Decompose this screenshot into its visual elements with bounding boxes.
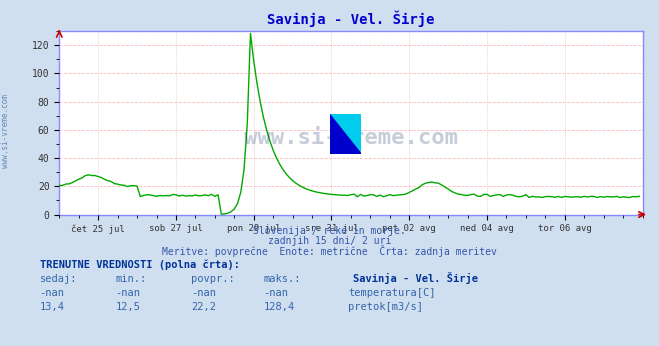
Text: povpr.:: povpr.: [191, 274, 235, 284]
Text: maks.:: maks.: [264, 274, 301, 284]
Text: 22,2: 22,2 [191, 302, 216, 312]
Text: -nan: -nan [264, 288, 289, 298]
Text: zadnjih 15 dni/ 2 uri: zadnjih 15 dni/ 2 uri [268, 236, 391, 246]
Title: Savinja - Vel. Širje: Savinja - Vel. Širje [267, 11, 435, 27]
Text: www.si-vreme.com: www.si-vreme.com [1, 94, 10, 169]
Text: -nan: -nan [191, 288, 216, 298]
Text: 128,4: 128,4 [264, 302, 295, 312]
Text: TRENUTNE VREDNOSTI (polna črta):: TRENUTNE VREDNOSTI (polna črta): [40, 260, 239, 270]
Text: www.si-vreme.com: www.si-vreme.com [244, 127, 458, 147]
Text: temperatura[C]: temperatura[C] [348, 288, 436, 298]
Text: 13,4: 13,4 [40, 302, 65, 312]
Text: pretok[m3/s]: pretok[m3/s] [348, 302, 423, 312]
Text: Savinja - Vel. Širje: Savinja - Vel. Širje [353, 272, 478, 284]
Text: sedaj:: sedaj: [40, 274, 77, 284]
Polygon shape [330, 114, 361, 154]
Text: -nan: -nan [40, 288, 65, 298]
Text: Slovenija / reke in morje.: Slovenija / reke in morje. [253, 226, 406, 236]
Text: Meritve: povprečne  Enote: metrične  Črta: zadnja meritev: Meritve: povprečne Enote: metrične Črta:… [162, 245, 497, 257]
Text: 12,5: 12,5 [115, 302, 140, 312]
Polygon shape [330, 114, 361, 154]
Text: min.:: min.: [115, 274, 146, 284]
Text: -nan: -nan [115, 288, 140, 298]
